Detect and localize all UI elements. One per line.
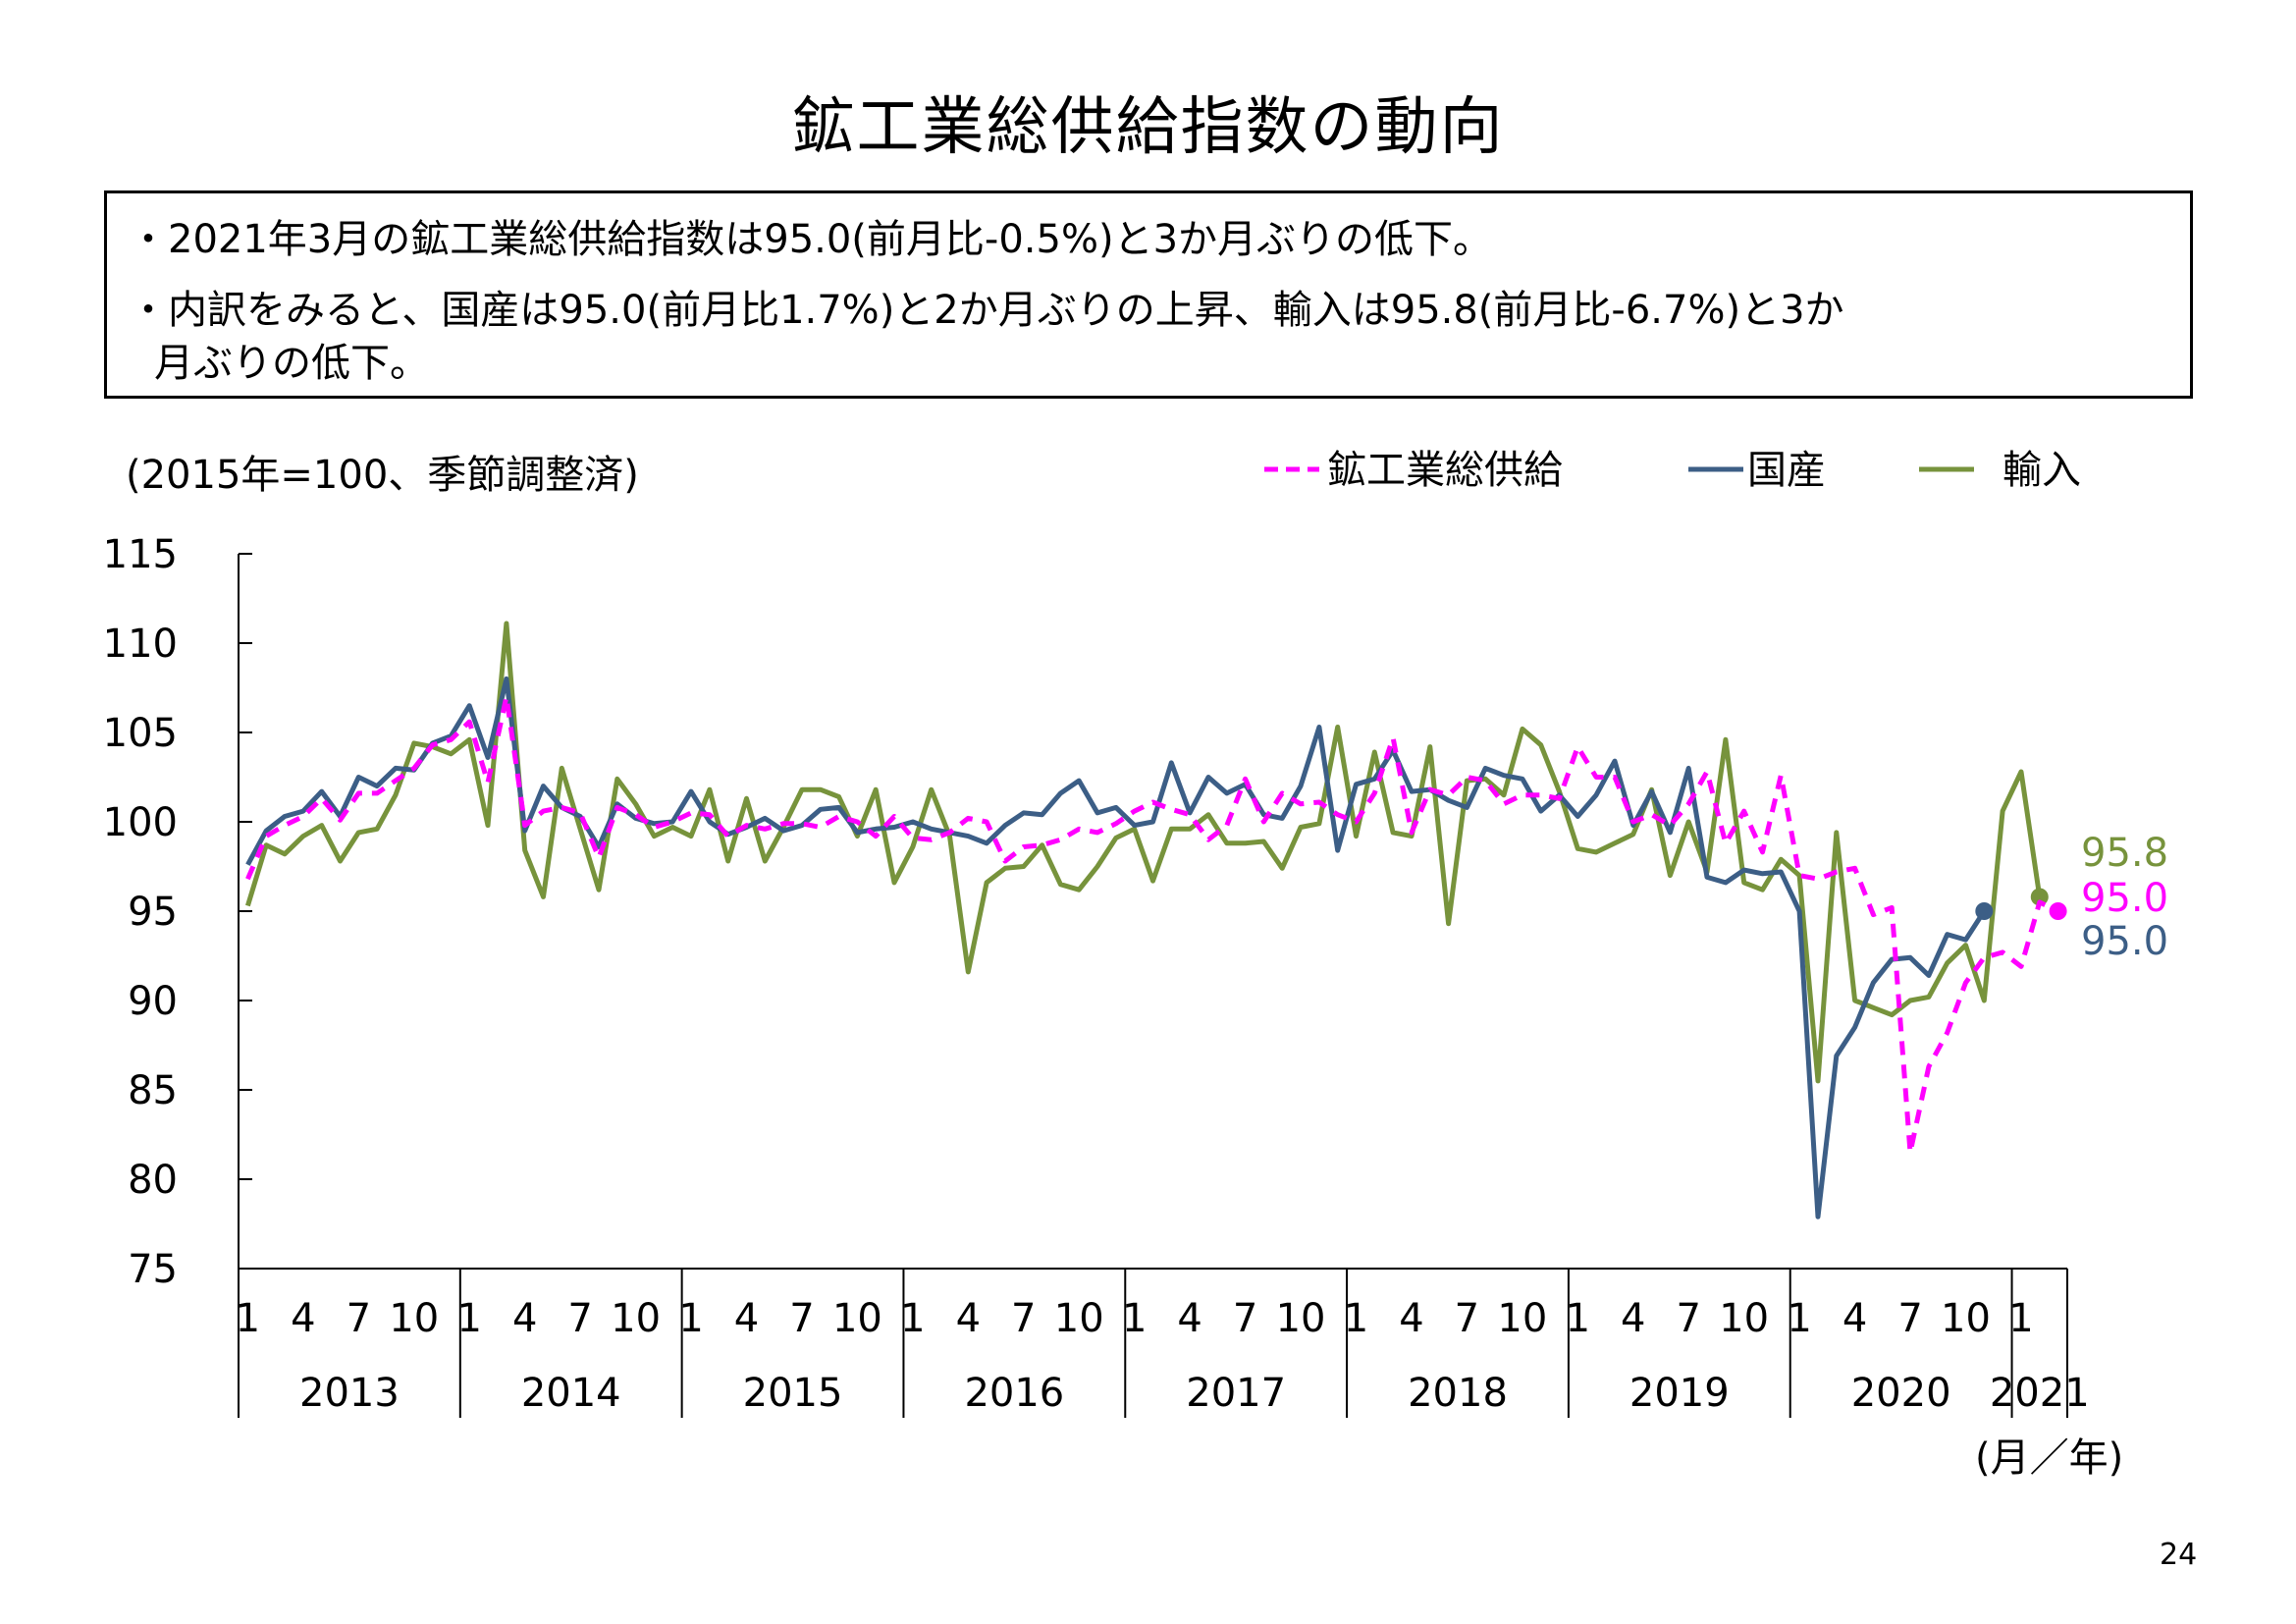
year-label: 2018 (1408, 1371, 1508, 1416)
year-label: 2019 (1629, 1371, 1730, 1416)
month-tick-label: 4 (1177, 1296, 1201, 1341)
month-tick-label: 7 (1011, 1296, 1036, 1341)
legend-label-total: 鉱工業総供給 (1327, 448, 1563, 493)
month-tick-label: 4 (291, 1296, 315, 1341)
month-tick-label: 10 (1276, 1296, 1326, 1341)
y-tick-label: 80 (128, 1158, 178, 1203)
page-number: 24 (2160, 1538, 2198, 1572)
series-end-point-imports (2030, 888, 2049, 906)
series-line-domestic (245, 676, 1987, 1219)
month-tick-label: 4 (1842, 1296, 1867, 1341)
month-tick-label: 10 (389, 1296, 439, 1341)
month-tick-label: 1 (678, 1296, 703, 1341)
series-line-total (245, 694, 2059, 1156)
series-lines: 95.895.095.0 (245, 621, 2168, 1219)
month-tick-label: 10 (1719, 1296, 1769, 1341)
year-label: 2021 (1990, 1371, 2090, 1416)
y-tick-label: 115 (103, 532, 178, 577)
month-tick-label: 10 (1941, 1296, 1991, 1341)
month-tick-label: 1 (1566, 1296, 1590, 1341)
y-tick-label: 75 (128, 1247, 178, 1292)
end-value-label-imports: 95.8 (2081, 831, 2168, 876)
y-axis-ticks: 75 80 85 90 95 100 105 110 115 (103, 532, 252, 1292)
end-value-label-domestic: 95.0 (2081, 919, 2168, 964)
year-label: 2015 (743, 1371, 843, 1416)
month-tick-label: 7 (1233, 1296, 1257, 1341)
month-tick-label: 10 (1497, 1296, 1547, 1341)
series-line-imports (245, 621, 2043, 1084)
month-tick-label: 10 (611, 1296, 661, 1341)
legend-label-imports: 輸入 (2002, 448, 2081, 493)
summary-box: ・2021年3月の鉱工業総供給指数は95.0(前月比-0.5%)と3か月ぶりの低… (104, 190, 2193, 399)
month-tick-label: 1 (236, 1296, 260, 1341)
y-tick-label: 100 (103, 800, 178, 845)
month-tick-label: 10 (1054, 1296, 1104, 1341)
month-tick-label: 4 (734, 1296, 759, 1341)
year-label: 2020 (1851, 1371, 1951, 1416)
y-tick-label: 95 (128, 890, 178, 935)
series-end-point-total (2049, 902, 2067, 920)
month-tick-label: 7 (789, 1296, 814, 1341)
legend-label-domestic: 国産 (1747, 448, 1826, 493)
y-tick-label: 90 (128, 979, 178, 1024)
x-axis-unit-label: (月／年) (1975, 1435, 2123, 1481)
month-tick-label: 1 (900, 1296, 925, 1341)
y-tick-label: 110 (103, 622, 178, 667)
month-tick-label: 7 (1677, 1296, 1701, 1341)
y-tick-label: 85 (128, 1068, 178, 1113)
legend: 鉱工業総供給 国産 輸入 (1264, 448, 2081, 493)
month-tick-label: 1 (1122, 1296, 1147, 1341)
month-tick-label: 4 (512, 1296, 537, 1341)
month-tick-label: 4 (1399, 1296, 1423, 1341)
month-tick-label: 7 (567, 1296, 592, 1341)
month-tick-label: 7 (1455, 1296, 1479, 1341)
year-label: 2014 (521, 1371, 621, 1416)
month-tick-label: 1 (1787, 1296, 1811, 1341)
year-label: 2013 (299, 1371, 400, 1416)
summary-line-1: ・2021年3月の鉱工業総供給指数は95.0(前月比-0.5%)と3か月ぶりの低… (129, 217, 1493, 262)
month-tick-label: 7 (1897, 1296, 1922, 1341)
summary-line-3: 月ぶりの低下。 (154, 341, 429, 386)
chart-axes (238, 554, 2067, 1270)
page-title: 鉱工業総供給指数の動向 (791, 91, 1505, 164)
month-tick-label: 1 (2008, 1296, 2033, 1341)
month-tick-label: 7 (347, 1296, 371, 1341)
month-tick-label: 4 (1621, 1296, 1645, 1341)
end-value-label-total: 95.0 (2081, 876, 2168, 921)
month-tick-label: 1 (457, 1296, 482, 1341)
summary-line-2: ・内訳をみると、国産は95.0(前月比1.7%)と2か月ぶりの上昇、輸入は95.… (129, 288, 1844, 333)
y-tick-label: 105 (103, 711, 178, 756)
series-end-point-domestic (1975, 902, 1994, 920)
month-tick-label: 10 (832, 1296, 882, 1341)
unit-note: (2015年=100、季節調整済) (126, 453, 639, 498)
year-label: 2017 (1186, 1371, 1286, 1416)
year-label: 2016 (964, 1371, 1064, 1416)
month-tick-label: 1 (1344, 1296, 1368, 1341)
month-tick-label: 4 (956, 1296, 981, 1341)
